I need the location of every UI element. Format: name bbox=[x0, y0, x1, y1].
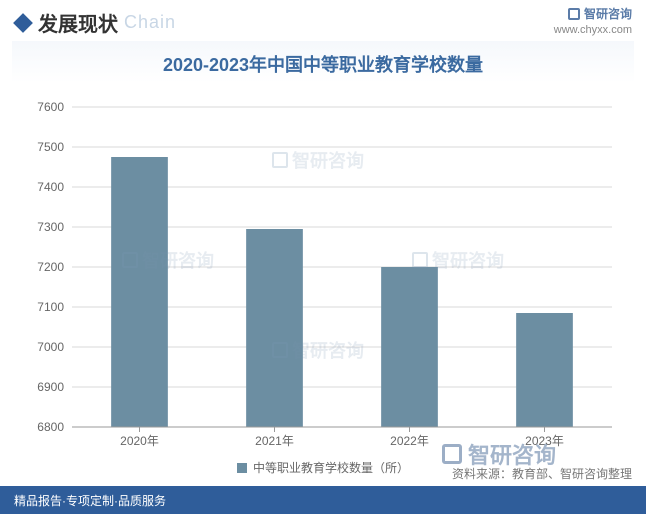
header-brand-block: 智研咨询 www.chyxx.com bbox=[554, 6, 632, 38]
brand-url: www.chyxx.com bbox=[554, 23, 632, 38]
diamond-icon bbox=[13, 13, 33, 33]
footer-bar: 精品报告·专项定制·品质服务 bbox=[0, 486, 646, 514]
svg-text:6800: 6800 bbox=[37, 420, 64, 434]
svg-text:2020年: 2020年 bbox=[120, 434, 159, 448]
footer-left: 精品报告·专项定制·品质服务 bbox=[14, 492, 166, 509]
bar-chart-svg: 6800 6900 7000 7100 7200 7300 7400 7500 7600 2020… bbox=[12, 87, 632, 457]
header-bar: 发展现状 Chain 智研咨询 www.chyxx.com bbox=[0, 0, 646, 41]
logo-square-icon bbox=[568, 8, 580, 20]
svg-text:7600: 7600 bbox=[37, 100, 64, 114]
bar-1 bbox=[246, 229, 303, 427]
svg-text:7300: 7300 bbox=[37, 220, 64, 234]
svg-text:6900: 6900 bbox=[37, 380, 64, 394]
svg-text:2021年: 2021年 bbox=[255, 434, 294, 448]
source-note: 资料来源：教育部、智研咨询整理 bbox=[452, 465, 632, 482]
bar-3 bbox=[516, 313, 573, 427]
brand-logo: 智研咨询 bbox=[554, 6, 632, 23]
svg-text:7000: 7000 bbox=[37, 340, 64, 354]
svg-text:2022年: 2022年 bbox=[390, 434, 429, 448]
svg-text:7200: 7200 bbox=[37, 260, 64, 274]
bar-0 bbox=[111, 157, 168, 427]
brand-name: 智研咨询 bbox=[584, 6, 632, 23]
svg-text:7100: 7100 bbox=[37, 300, 64, 314]
svg-text:7500: 7500 bbox=[37, 140, 64, 154]
legend-swatch bbox=[237, 463, 247, 473]
chart-title: 2020-2023年中国中等职业教育学校数量 bbox=[12, 41, 634, 83]
bar-2 bbox=[381, 267, 438, 427]
svg-text:7400: 7400 bbox=[37, 180, 64, 194]
header-title-cn: 发展现状 bbox=[38, 8, 118, 37]
header-title-en: Chain bbox=[124, 12, 176, 33]
chart-area: 6800 6900 7000 7100 7200 7300 7400 7500 7600 2020… bbox=[12, 87, 632, 457]
legend-label: 中等职业教育学校数量（所） bbox=[253, 459, 409, 476]
